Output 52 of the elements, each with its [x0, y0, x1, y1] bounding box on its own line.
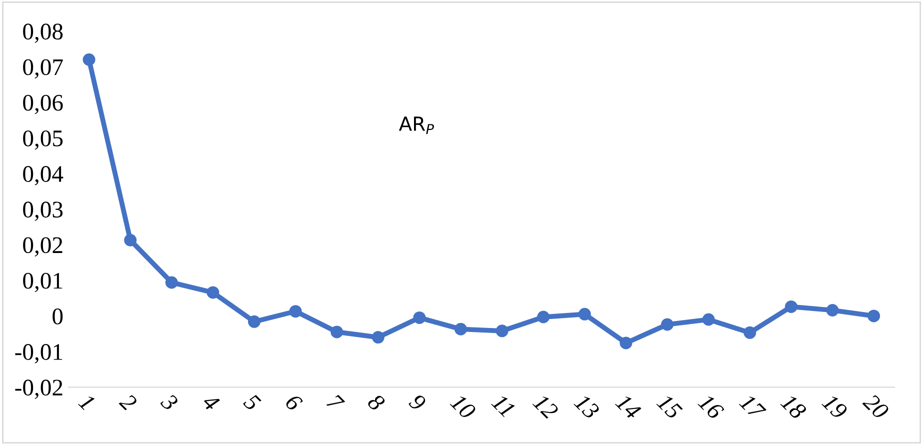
point: [661, 318, 674, 331]
point: [784, 300, 798, 313]
point: [82, 53, 96, 66]
point: [454, 322, 468, 336]
x-tick-label: 19: [821, 393, 848, 420]
point: [372, 331, 384, 344]
point: [868, 310, 880, 322]
y-tick-label: 0,05: [23, 130, 63, 150]
y-tick-label: 0,01: [23, 272, 62, 292]
x-tick-label: 3: [160, 392, 179, 412]
x-tick-label: 8: [366, 392, 386, 412]
y-tick-label: 0,07: [23, 59, 63, 79]
x-tick-label: 4: [201, 392, 220, 412]
point: [702, 313, 715, 326]
point: [826, 304, 839, 317]
x-tick-label: 12: [532, 393, 560, 420]
x-tick-label: 7: [326, 394, 346, 413]
x-tick-label: 6: [284, 393, 304, 412]
y-tick-label: 0: [52, 308, 63, 324]
annotation: AR$_{P}$: [398, 116, 434, 134]
x-tick-label: 14: [614, 393, 642, 420]
point: [124, 234, 137, 246]
point: [620, 336, 632, 350]
y-tick-label: 0,08: [23, 24, 63, 43]
point: [165, 276, 178, 289]
x-tick-label: 16: [697, 393, 725, 420]
x-tick-label: 5: [242, 392, 262, 412]
point: [248, 315, 260, 328]
x-tick-label: 15: [656, 393, 683, 420]
point: [578, 308, 591, 320]
point: [206, 286, 220, 299]
point: [413, 311, 426, 324]
y-tick-label: 0,03: [23, 202, 63, 221]
x-tick-label: 2: [118, 392, 138, 412]
x-tick-label: 10: [450, 393, 477, 420]
y-tick-label: 0,04: [23, 166, 64, 186]
x-tick-label: 17: [738, 393, 767, 421]
point: [496, 324, 508, 338]
point: [289, 305, 302, 318]
y-tick-label: -0,01: [15, 344, 62, 364]
x-tick-label: 20: [862, 392, 890, 420]
point: [744, 326, 756, 339]
y-tick-label: 0,02: [23, 237, 62, 257]
x-tick-label: 18: [780, 393, 808, 420]
x-tick-label: 1: [78, 393, 96, 410]
y-tick-label: 0,06: [23, 94, 63, 114]
y-tick-label: -0,02: [15, 380, 62, 399]
point: [330, 326, 344, 338]
x-tick-label: 13: [574, 393, 600, 420]
point: [537, 310, 550, 324]
x-tick-label: 9: [408, 393, 427, 412]
x-tick-label: 11: [491, 393, 516, 418]
